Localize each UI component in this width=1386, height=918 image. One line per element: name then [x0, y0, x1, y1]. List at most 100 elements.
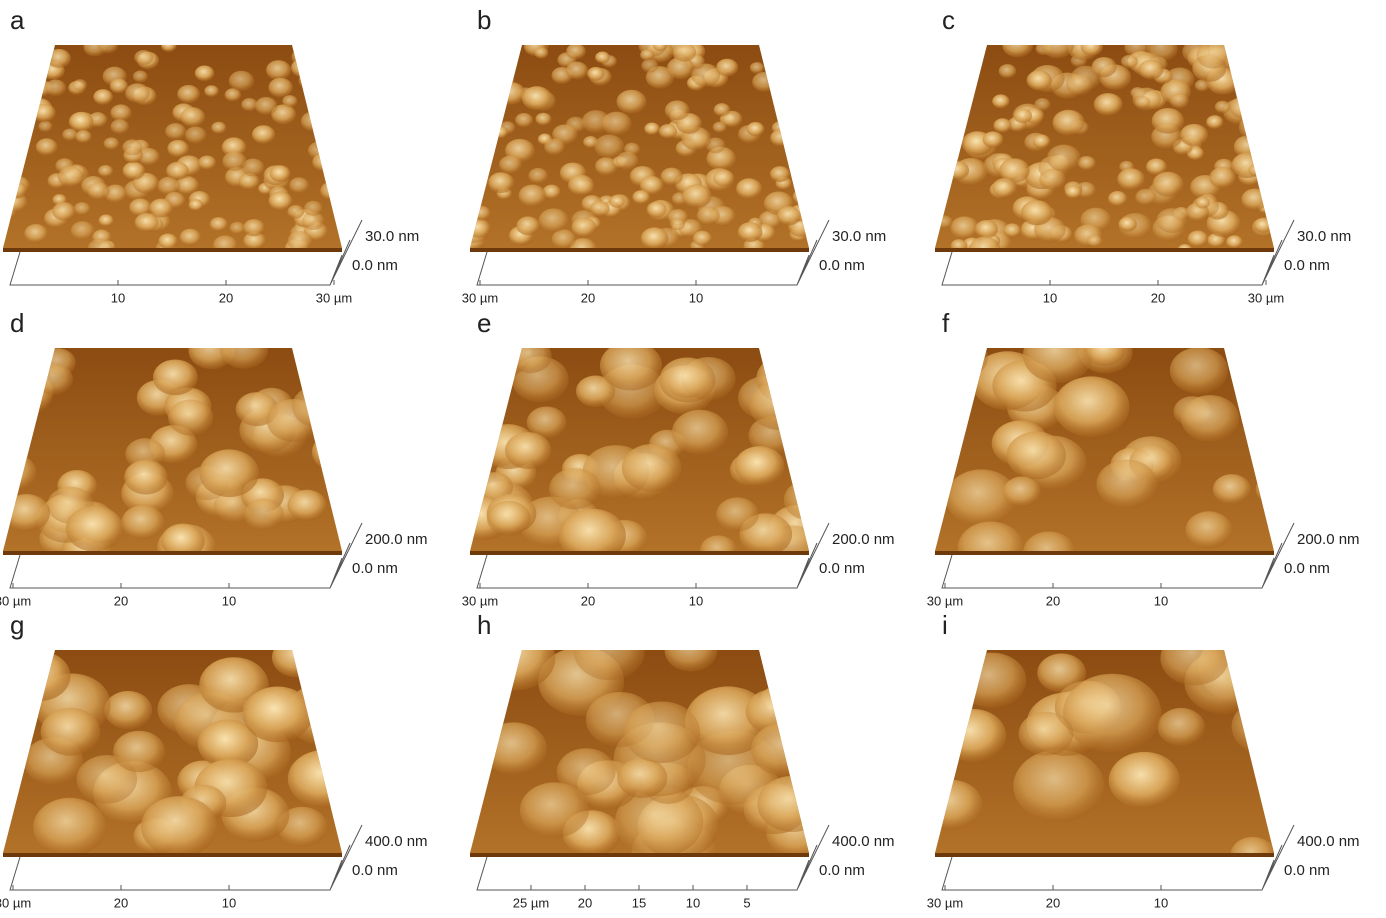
- grain: [796, 128, 818, 145]
- grain: [992, 94, 1009, 108]
- grain: [519, 184, 547, 206]
- panel: d200.0 nm0.0 nm30 µm2010: [0, 308, 428, 609]
- grain: [1206, 115, 1223, 129]
- z-top-label: 200.0 nm: [832, 531, 895, 548]
- grain: [520, 782, 589, 837]
- grain: [1152, 172, 1183, 197]
- grain: [788, 58, 805, 72]
- grain: [122, 139, 142, 155]
- grain: [992, 178, 1017, 198]
- grain: [571, 217, 596, 237]
- grain: [58, 166, 84, 187]
- grain: [1239, 115, 1270, 140]
- grain: [0, 97, 20, 115]
- grain: [566, 43, 586, 59]
- grain: [490, 70, 515, 90]
- grain: [180, 229, 201, 246]
- grain: [1226, 235, 1243, 248]
- grain: [1152, 108, 1184, 134]
- grain: [8, 651, 71, 701]
- grain: [1053, 110, 1085, 136]
- grain: [644, 123, 660, 135]
- grain: [74, 202, 90, 215]
- x-tick-label: 20: [581, 290, 595, 305]
- grain: [950, 97, 970, 113]
- figure: a30.0 nm0.0 nm102030 µmb30.0 nm0.0 nm30 …: [0, 0, 1386, 918]
- grain: [1256, 474, 1295, 505]
- grain: [168, 399, 213, 435]
- grain: [0, 409, 30, 441]
- grain: [488, 172, 514, 193]
- z-bottom-label: 0.0 nm: [1284, 560, 1330, 577]
- grain: [528, 168, 548, 184]
- grain: [661, 168, 683, 186]
- grain: [1252, 111, 1274, 129]
- grain: [1209, 167, 1235, 188]
- x-tick-label: 25 µm: [513, 895, 549, 910]
- grain: [230, 222, 246, 234]
- grain: [1170, 93, 1189, 108]
- grain: [6, 110, 31, 130]
- panel-label: d: [10, 308, 24, 338]
- grain: [270, 165, 291, 182]
- grain: [269, 191, 293, 210]
- grain: [975, 220, 998, 238]
- grain: [99, 214, 114, 226]
- grain: [665, 100, 690, 120]
- grain: [45, 79, 66, 96]
- grain: [1258, 157, 1288, 181]
- x-tick-label: 10: [1043, 290, 1057, 305]
- surface-edge: [470, 551, 809, 555]
- grain: [252, 125, 275, 144]
- grain: [1196, 42, 1229, 69]
- grain: [793, 189, 813, 205]
- grain: [1014, 109, 1032, 124]
- z-bottom-label: 0.0 nm: [1284, 257, 1330, 274]
- x-tick-label: 30 µm: [1248, 290, 1284, 305]
- grain: [1117, 168, 1144, 190]
- grain: [424, 622, 513, 693]
- grain: [10, 136, 26, 149]
- grain: [757, 776, 827, 832]
- grain: [166, 162, 189, 180]
- panel-label: a: [10, 5, 25, 35]
- grain: [1241, 189, 1268, 211]
- grain: [1157, 708, 1204, 746]
- grain: [616, 90, 646, 114]
- grain: [318, 99, 339, 116]
- grain: [312, 153, 335, 171]
- surface-edge: [935, 853, 1274, 857]
- grain: [41, 708, 101, 756]
- grain: [220, 330, 268, 368]
- x-tick-label: 15: [632, 895, 646, 910]
- x-tick-label: 20: [1046, 895, 1060, 910]
- grain: [255, 97, 277, 115]
- grain: [180, 107, 205, 127]
- grain: [1181, 395, 1239, 442]
- grain: [288, 750, 360, 808]
- grain: [749, 380, 811, 430]
- surface-edge: [935, 248, 1274, 252]
- grain: [1118, 217, 1136, 232]
- grain: [1092, 57, 1117, 77]
- grain: [470, 70, 487, 84]
- grain: [167, 140, 189, 157]
- grain: [770, 129, 791, 146]
- grain: [38, 121, 52, 132]
- z-top-label: 30.0 nm: [365, 228, 419, 245]
- x-tick-label: 10: [222, 593, 236, 608]
- grain: [640, 49, 654, 60]
- grain: [123, 162, 145, 180]
- grain: [549, 468, 601, 509]
- x-tick-label: 20: [114, 895, 128, 910]
- z-top-label: 400.0 nm: [365, 833, 428, 850]
- grain: [736, 178, 762, 199]
- grain: [19, 94, 35, 107]
- grain: [590, 201, 610, 217]
- grain: [3, 494, 50, 532]
- grain: [161, 39, 176, 51]
- z-top-label: 400.0 nm: [1297, 833, 1360, 850]
- grain: [622, 444, 682, 492]
- grain: [659, 124, 677, 139]
